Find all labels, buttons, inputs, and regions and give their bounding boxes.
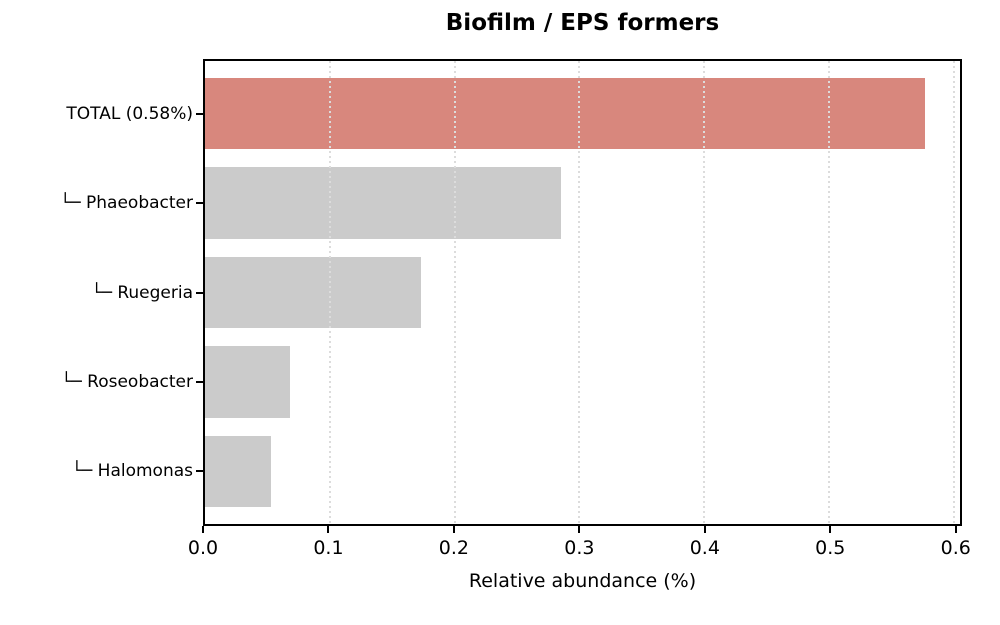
- x-tick-label: 0.6: [940, 537, 971, 559]
- x-tick-mark: [202, 526, 204, 533]
- y-tick-mark: [196, 380, 203, 383]
- bar: [205, 256, 421, 329]
- y-tick-mark: [196, 291, 203, 294]
- gridline: [952, 61, 955, 524]
- plot-area: [203, 59, 962, 526]
- bar: [205, 167, 561, 239]
- x-tick-label: 0.4: [689, 537, 720, 559]
- bar: [205, 346, 290, 418]
- gridline: [453, 61, 456, 524]
- x-tick-label: 0.3: [564, 537, 595, 559]
- y-tick-mark: [196, 470, 203, 473]
- x-tick-label: 0.5: [815, 537, 846, 559]
- x-tick-mark: [703, 526, 706, 533]
- x-tick-mark: [578, 526, 581, 533]
- x-axis-label: Relative abundance (%): [468, 570, 697, 592]
- chart-title: Biofilm / EPS formers: [445, 10, 720, 36]
- x-tick-mark: [954, 526, 957, 533]
- x-tick-mark: [452, 526, 455, 533]
- bar: [205, 77, 926, 150]
- y-tick-label: TOTAL (0.58%): [66, 103, 193, 124]
- gridline: [703, 61, 706, 524]
- gridline: [328, 61, 331, 524]
- y-tick-label: └─ Halomonas: [71, 461, 193, 482]
- x-tick-mark: [829, 526, 832, 533]
- x-tick-mark: [327, 526, 330, 533]
- y-tick-label: └─ Ruegeria: [91, 282, 193, 303]
- gridline: [827, 61, 830, 524]
- x-tick-label: 0.2: [438, 537, 470, 559]
- y-tick-mark: [196, 112, 203, 115]
- bar: [205, 435, 272, 508]
- x-tick-label: 0.0: [187, 537, 219, 559]
- x-tick-label: 0.1: [313, 537, 344, 559]
- y-tick-mark: [196, 202, 203, 205]
- y-tick-label: └─ Phaeobacter: [60, 193, 193, 214]
- y-tick-label: └─ Roseobacter: [61, 371, 193, 392]
- gridline: [578, 61, 581, 524]
